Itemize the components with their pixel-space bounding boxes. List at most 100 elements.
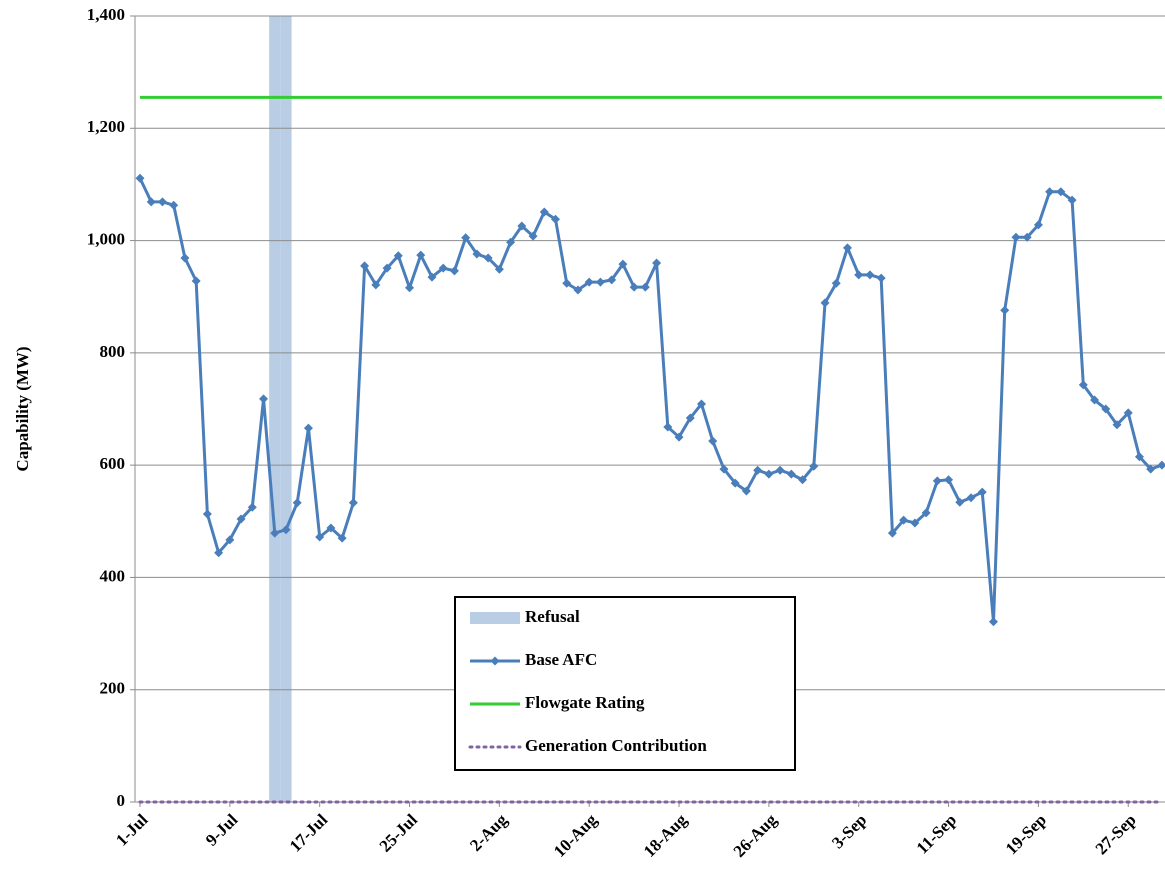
- y-tick-label: 200: [100, 679, 126, 698]
- point-marker: [1146, 464, 1156, 474]
- point-marker: [809, 461, 819, 471]
- point-marker: [584, 277, 594, 287]
- point-marker: [663, 422, 673, 432]
- point-marker: [573, 285, 583, 295]
- point-marker: [315, 532, 325, 542]
- point-marker: [539, 207, 549, 217]
- y-tick-label: 400: [100, 566, 126, 585]
- point-marker: [472, 249, 482, 259]
- x-tick-label: 3-Sep: [828, 810, 870, 852]
- point-marker: [1067, 195, 1077, 205]
- point-marker: [618, 259, 628, 269]
- point-marker: [944, 475, 954, 485]
- point-marker: [1078, 380, 1088, 390]
- point-marker: [438, 263, 448, 273]
- point-marker: [326, 523, 336, 533]
- point-marker: [685, 413, 695, 423]
- y-axis-label: Capability (MW): [13, 346, 32, 471]
- point-marker: [831, 278, 841, 288]
- point-marker: [236, 514, 246, 524]
- legend-label: Flowgate Rating: [525, 693, 645, 712]
- point-marker: [348, 498, 358, 508]
- point-marker: [270, 528, 280, 538]
- point-marker: [1022, 232, 1032, 242]
- point-marker: [449, 266, 459, 276]
- point-marker: [719, 464, 729, 474]
- point-marker: [730, 478, 740, 488]
- point-marker: [887, 528, 897, 538]
- point-marker: [360, 261, 370, 271]
- x-tick-label: 26-Aug: [730, 810, 781, 861]
- point-marker: [798, 475, 808, 485]
- point-marker: [551, 214, 561, 224]
- x-tick-label: 11-Sep: [913, 810, 961, 858]
- point-marker: [595, 277, 605, 287]
- y-tick-label: 800: [100, 342, 126, 361]
- point-marker: [483, 253, 493, 263]
- x-tick-label: 10-Aug: [550, 810, 601, 861]
- y-tick-label: 1,400: [87, 5, 125, 24]
- point-marker: [562, 278, 572, 288]
- x-tick-label: 17-Jul: [286, 810, 332, 856]
- bar: [269, 16, 281, 802]
- point-marker: [416, 250, 426, 260]
- point-marker: [506, 237, 516, 247]
- legend-label: Base AFC: [525, 650, 597, 669]
- point-marker: [1033, 220, 1043, 230]
- point-marker: [1000, 305, 1010, 315]
- y-tick-label: 0: [117, 791, 126, 810]
- y-tick-label: 600: [100, 454, 126, 473]
- point-marker: [786, 469, 796, 479]
- point-marker: [876, 273, 886, 283]
- point-marker: [741, 486, 751, 496]
- x-tick-label: 27-Sep: [1092, 810, 1140, 858]
- x-tick-label: 2-Aug: [466, 810, 511, 855]
- point-marker: [1123, 408, 1133, 418]
- point-marker: [910, 518, 920, 528]
- point-marker: [988, 617, 998, 627]
- point-marker: [1011, 232, 1021, 242]
- point-marker: [607, 275, 617, 285]
- x-tick-label: 9-Jul: [202, 810, 242, 850]
- legend-label: Generation Contribution: [525, 736, 707, 755]
- point-marker: [865, 270, 875, 280]
- x-tick-label: 19-Sep: [1002, 810, 1050, 858]
- point-marker: [225, 535, 235, 545]
- y-tick-label: 1,000: [87, 229, 125, 248]
- point-marker: [461, 233, 471, 243]
- point-marker: [517, 221, 527, 231]
- point-marker: [157, 197, 167, 207]
- legend-label: Refusal: [525, 607, 580, 626]
- point-marker: [247, 502, 257, 512]
- point-marker: [371, 280, 381, 290]
- point-marker: [405, 283, 415, 293]
- point-marker: [303, 423, 313, 433]
- point-marker: [202, 509, 212, 519]
- point-marker: [977, 487, 987, 497]
- point-marker: [697, 399, 706, 409]
- point-marker: [820, 298, 830, 308]
- point-marker: [494, 264, 504, 274]
- point-marker: [135, 173, 145, 183]
- point-marker: [1157, 460, 1165, 470]
- legend-box: [454, 596, 796, 771]
- point-marker: [775, 465, 785, 475]
- point-marker: [382, 263, 392, 273]
- x-tick-label: 1-Jul: [112, 810, 152, 850]
- point-marker: [932, 476, 942, 486]
- point-marker: [966, 493, 976, 503]
- point-marker: [652, 258, 662, 268]
- point-marker: [955, 497, 965, 507]
- point-marker: [708, 436, 718, 446]
- point-marker: [842, 243, 852, 253]
- point-marker: [180, 253, 190, 263]
- point-marker: [921, 508, 931, 518]
- point-marker: [1045, 187, 1055, 197]
- point-marker: [640, 282, 650, 292]
- point-marker: [1134, 452, 1144, 462]
- y-tick-label: 1,200: [87, 117, 125, 136]
- point-marker: [292, 498, 302, 508]
- x-tick-label: 18-Aug: [640, 810, 691, 861]
- point-marker: [854, 270, 864, 280]
